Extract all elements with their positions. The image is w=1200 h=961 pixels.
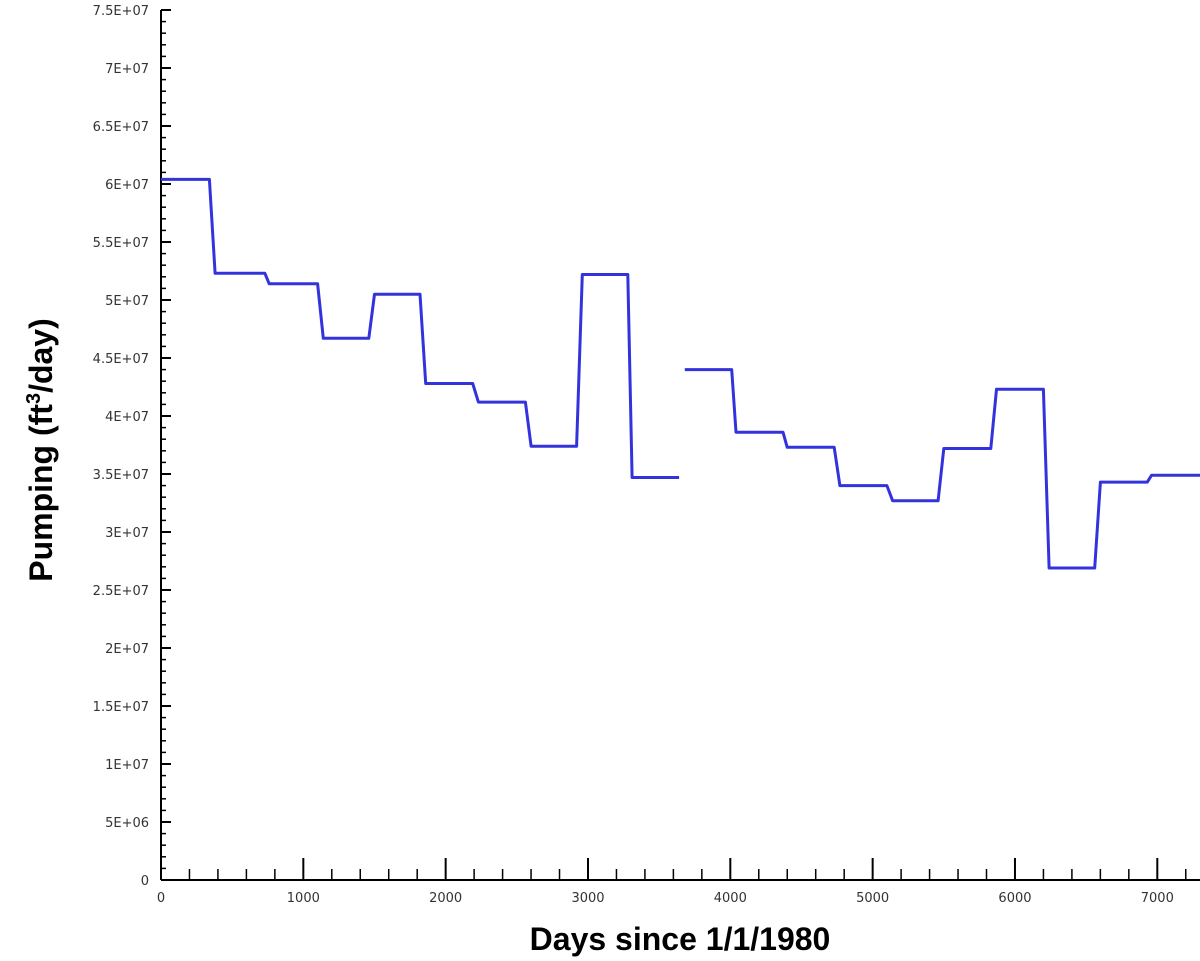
series-line-segment-1 <box>161 177 680 479</box>
y-axis-title-prefix: Pumping (ft <box>23 404 59 582</box>
y-axis-title: Pumping (ft3/day) <box>23 318 59 582</box>
y-tick-label: 7.5E+07 <box>93 4 149 19</box>
x-tick-label: 5000 <box>856 891 889 906</box>
y-tick-label: 1E+07 <box>105 758 149 773</box>
y-axis-title-superscript: 3 <box>23 393 45 404</box>
y-tick-label: 5E+06 <box>105 816 149 831</box>
y-tick-label: 6E+07 <box>105 178 149 193</box>
y-tick-label: 5E+07 <box>105 294 149 309</box>
y-tick-label: 6.5E+07 <box>93 120 149 135</box>
y-tick-label: 3E+07 <box>105 526 149 541</box>
plot-area: 0 5E+06 1E+07 1.5E+07 2E+07 2.5E+07 3E+07 3.5E+… <box>93 4 1200 906</box>
x-axis-title: Days since 1/1/1980 <box>530 921 831 957</box>
y-tick-label: 7E+07 <box>105 62 149 77</box>
x-tick-label: 1000 <box>287 891 320 906</box>
y-tick-label: 4E+07 <box>105 410 149 425</box>
y-axis-title-suffix: /day) <box>23 318 59 393</box>
y-tick-label: 3.5E+07 <box>93 468 149 483</box>
x-tick-label: 6000 <box>998 891 1031 906</box>
x-tick-label: 0 <box>157 891 165 906</box>
x-tick-label: 7000 <box>1141 891 1174 906</box>
y-tick-label: 2E+07 <box>105 642 149 657</box>
y-tick-label: 0 <box>141 874 149 889</box>
y-tick-label: 4.5E+07 <box>93 352 149 367</box>
y-tick-label: 5.5E+07 <box>93 236 149 251</box>
series-line-segment-2 <box>684 368 1200 570</box>
y-tick-label: 1.5E+07 <box>93 700 149 715</box>
x-tick-label: 4000 <box>714 891 747 906</box>
x-tick-label: 2000 <box>429 891 462 906</box>
x-tick-label: 3000 <box>571 891 604 906</box>
y-tick-label: 2.5E+07 <box>93 584 149 599</box>
